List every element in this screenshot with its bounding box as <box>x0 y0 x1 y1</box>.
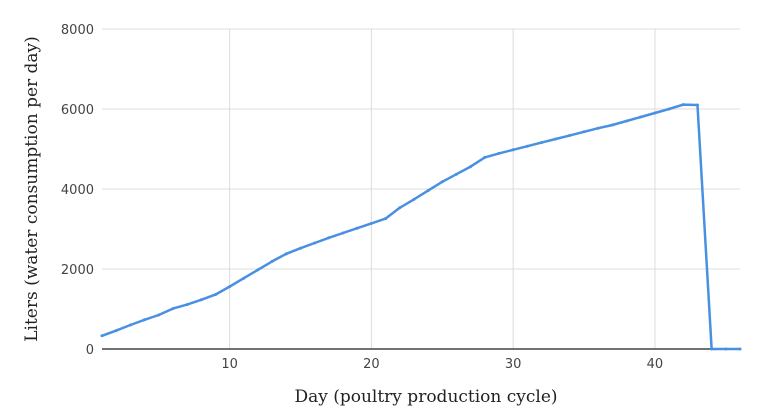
data-point <box>610 123 614 127</box>
data-point <box>100 334 104 338</box>
data-point <box>213 293 217 297</box>
data-point <box>568 133 572 137</box>
data-point <box>695 103 699 107</box>
data-point <box>270 259 274 263</box>
data-point <box>426 189 430 193</box>
data-point <box>369 221 373 225</box>
data-point <box>143 318 147 322</box>
y-tick-label: 8000 <box>61 23 94 38</box>
data-point <box>724 347 728 351</box>
data-point <box>284 252 288 256</box>
data-point <box>596 126 600 130</box>
data-point <box>625 119 629 123</box>
data-point <box>157 313 161 317</box>
x-tick-label: 40 <box>647 357 664 372</box>
data-point <box>313 241 317 245</box>
x-axis-title: Day (poultry production cycle) <box>294 387 557 407</box>
data-point <box>128 323 132 327</box>
data-point <box>440 180 444 184</box>
y-tick-label: 4000 <box>61 183 94 198</box>
data-point <box>228 285 232 289</box>
y-tick-label: 6000 <box>61 103 94 118</box>
data-point <box>738 347 742 351</box>
data-point <box>653 111 657 115</box>
data-point <box>582 130 586 134</box>
y-tick-label: 0 <box>86 343 94 358</box>
data-point <box>199 298 203 302</box>
data-point <box>469 165 473 169</box>
grid-lines <box>102 28 740 349</box>
data-point <box>511 148 515 152</box>
data-point <box>639 115 643 119</box>
series-group <box>100 103 742 351</box>
series-line <box>101 103 740 351</box>
y-axis-title: Liters (water consumption per day) <box>22 36 42 342</box>
data-point <box>681 103 685 107</box>
data-point <box>525 144 529 148</box>
data-point <box>454 172 458 176</box>
x-tick-label: 10 <box>221 357 238 372</box>
data-point <box>341 231 345 235</box>
x-tick-labels: 10 20 30 40 <box>221 357 663 372</box>
data-point <box>327 236 331 240</box>
y-tick-labels: 0 2000 4000 6000 8000 <box>61 23 94 358</box>
data-point <box>242 276 246 280</box>
data-point <box>483 155 487 159</box>
y-tick-label: 2000 <box>61 263 94 278</box>
data-point <box>710 347 714 351</box>
data-point <box>355 226 359 230</box>
data-point <box>412 197 416 201</box>
data-point <box>540 141 544 145</box>
data-point <box>667 107 671 111</box>
data-point <box>554 137 558 141</box>
data-point <box>398 206 402 210</box>
data-point <box>256 268 260 272</box>
data-point <box>114 329 118 333</box>
data-point <box>384 217 388 221</box>
data-point <box>171 307 175 311</box>
data-point <box>497 151 501 155</box>
data-point <box>298 246 302 250</box>
x-tick-label: 30 <box>505 357 522 372</box>
data-point <box>185 303 189 307</box>
x-tick-label: 20 <box>363 357 380 372</box>
